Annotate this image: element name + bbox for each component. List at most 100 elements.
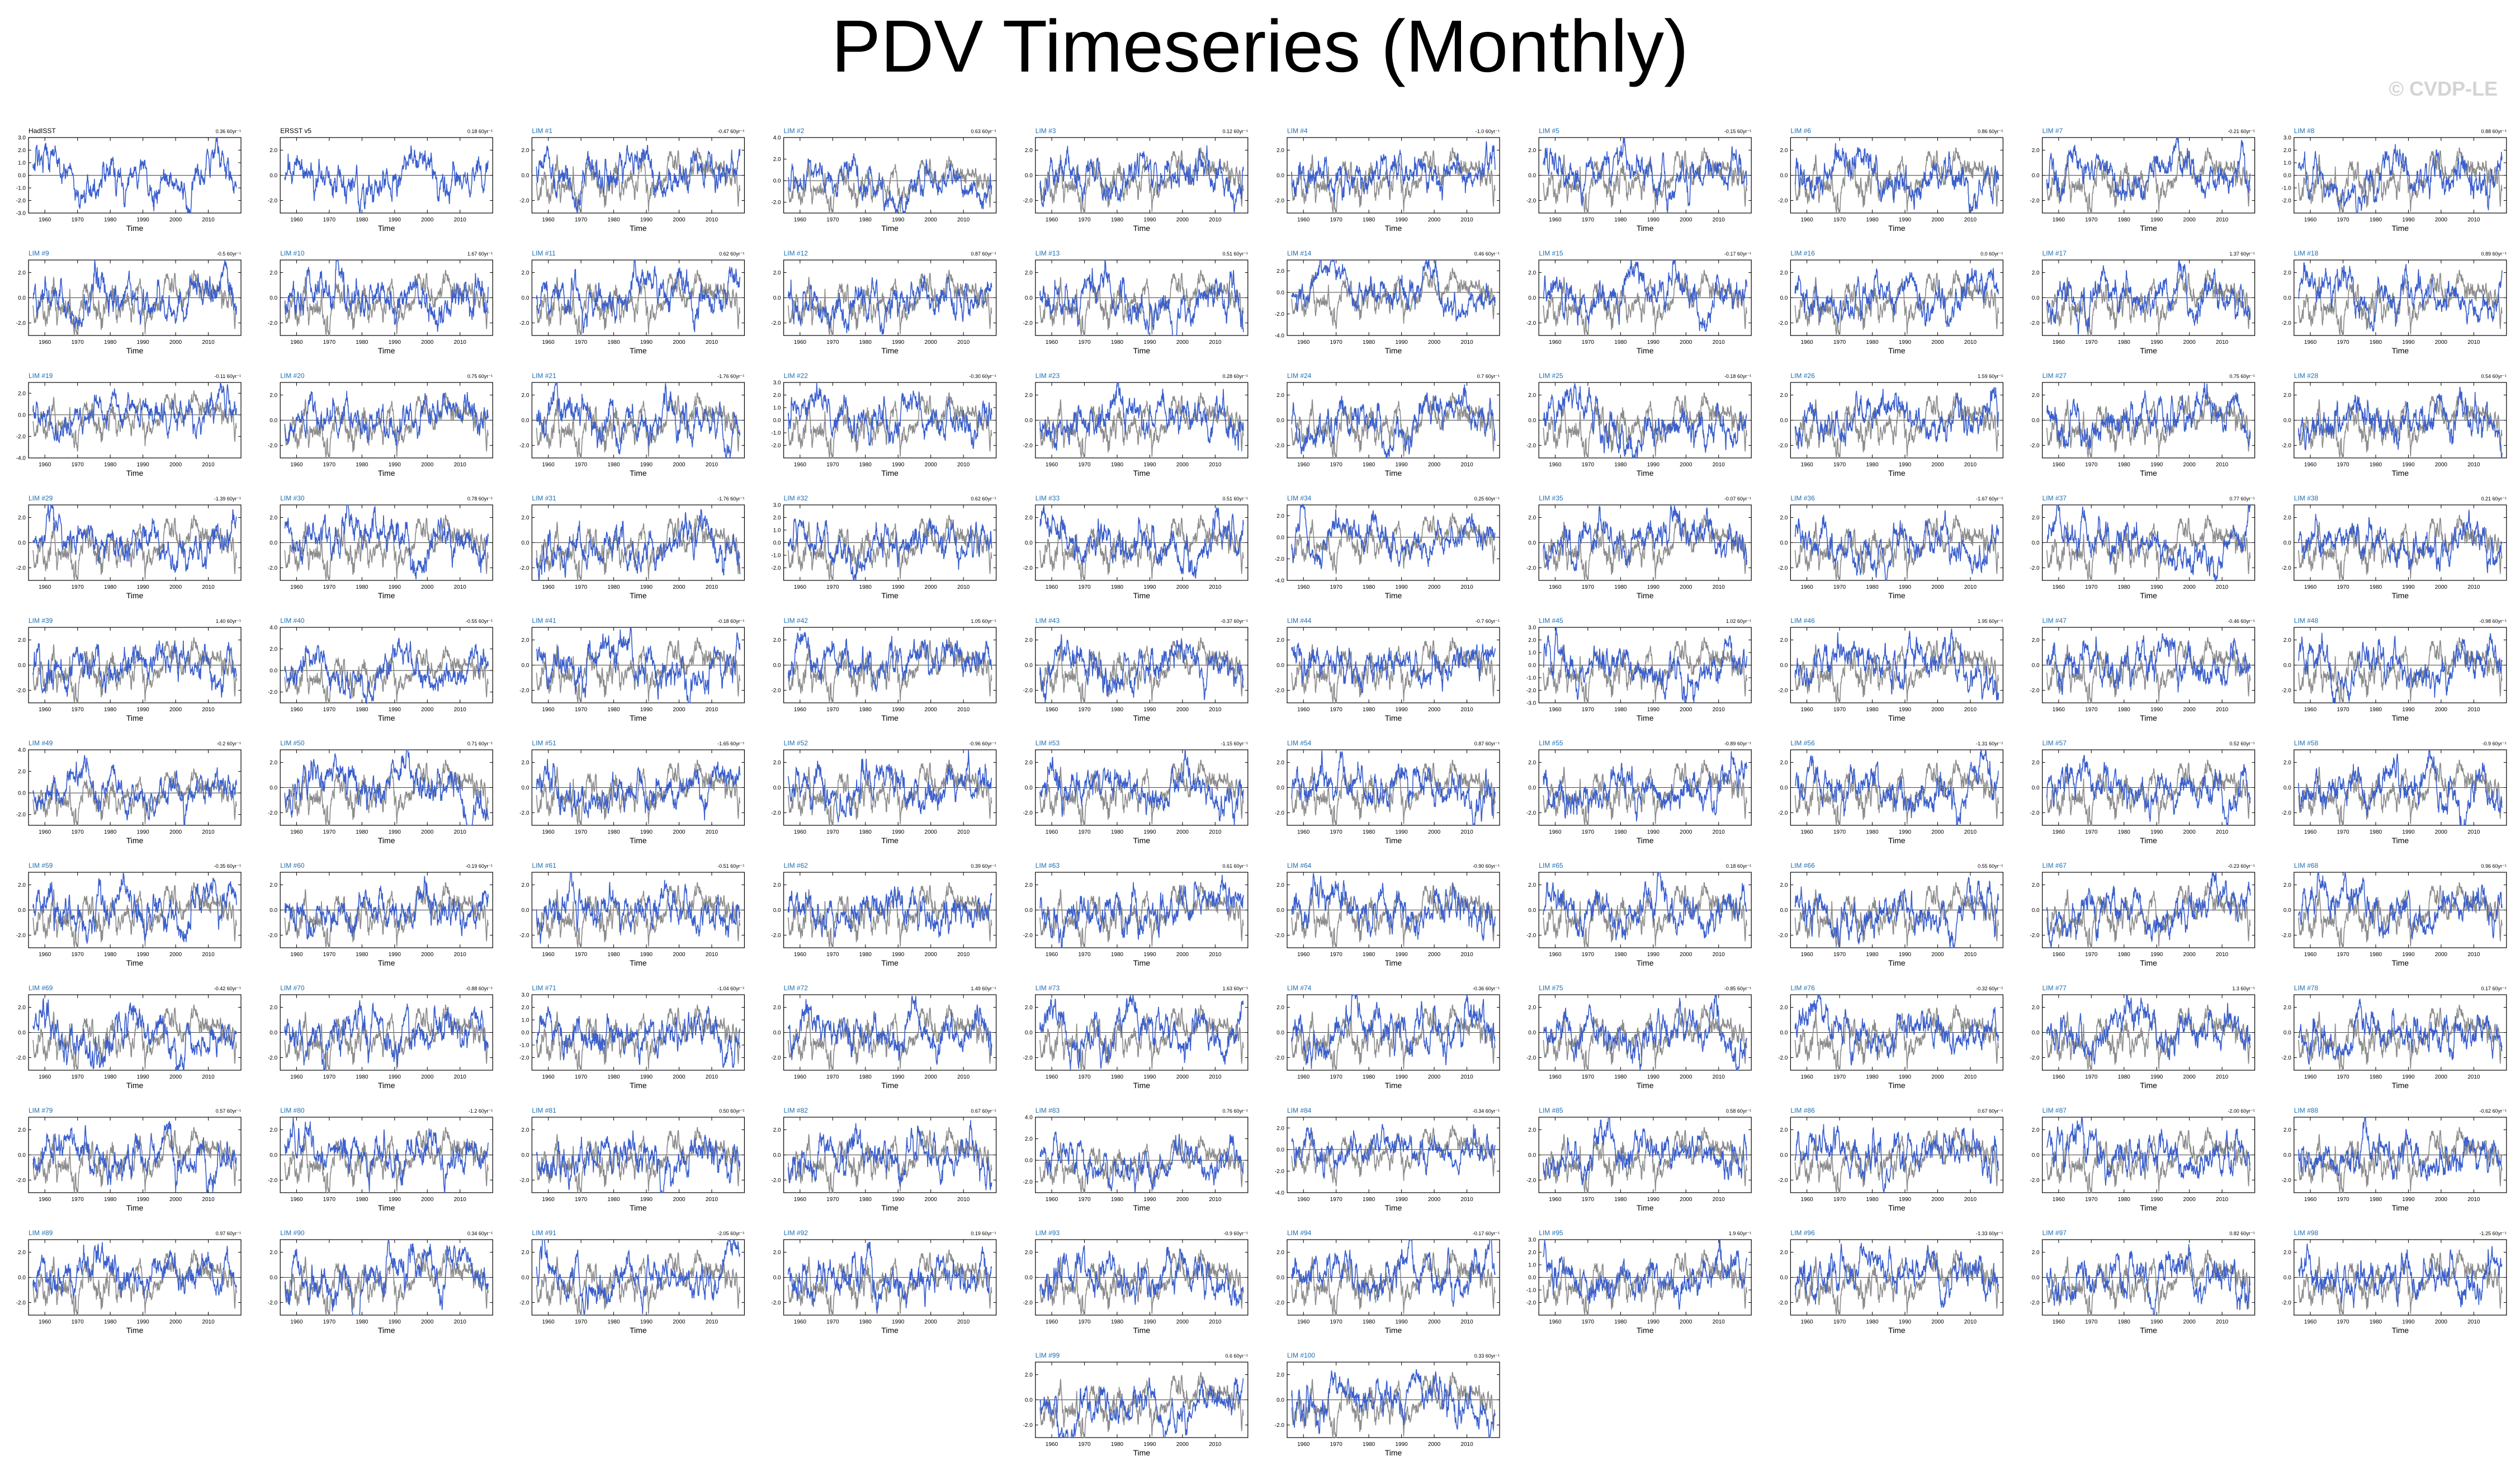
x-tick-label: 2000 bbox=[1680, 584, 1692, 590]
x-axis-label: Time bbox=[2392, 958, 2409, 967]
x-tick-label: 1990 bbox=[1647, 952, 1660, 958]
y-tick-label: 2.0 bbox=[1276, 1372, 1284, 1378]
panel-trend-label: -0.62 60yr⁻¹ bbox=[2480, 1108, 2507, 1114]
x-tick-label: 1980 bbox=[104, 1197, 117, 1203]
x-tick-label: 1970 bbox=[323, 829, 336, 835]
panel-title: LIM #19 bbox=[29, 372, 53, 380]
x-tick-label: 1970 bbox=[826, 952, 839, 958]
x-tick-label: 1980 bbox=[2370, 339, 2382, 346]
y-tick-label: -2.0 bbox=[1778, 198, 1788, 204]
x-axis-label: Time bbox=[1637, 836, 1654, 845]
x-tick-label: 1990 bbox=[1395, 217, 1408, 223]
x-axis-label: Time bbox=[630, 958, 647, 967]
x-tick-label: 2010 bbox=[957, 1074, 970, 1080]
panel-title: LIM #93 bbox=[1036, 1229, 1060, 1237]
x-tick-label: 1990 bbox=[1899, 1074, 1912, 1080]
x-tick-label: 1980 bbox=[2118, 1197, 2131, 1203]
x-tick-label: 2010 bbox=[202, 1319, 215, 1325]
y-tick-label: -1.0 bbox=[1526, 1288, 1536, 1294]
y-tick-label: 2.0 bbox=[18, 1127, 26, 1133]
x-tick-label: 1960 bbox=[1801, 952, 1814, 958]
y-tick-label: 0.0 bbox=[773, 418, 781, 424]
x-tick-label: 1980 bbox=[1614, 707, 1627, 713]
reference-series-line bbox=[1543, 1127, 1747, 1193]
x-axis-label: Time bbox=[881, 836, 899, 845]
x-tick-label: 2000 bbox=[925, 707, 938, 713]
x-tick-label: 1980 bbox=[104, 1319, 117, 1325]
y-tick-label: -2.0 bbox=[16, 320, 26, 327]
panel-trend-label: -0.34 60yr⁻¹ bbox=[1473, 1108, 1500, 1114]
member-series-line bbox=[1039, 1377, 1244, 1438]
panel-title: LIM #42 bbox=[784, 617, 809, 625]
x-tick-label: 2010 bbox=[1713, 1197, 1725, 1203]
x-tick-label: 1980 bbox=[1614, 829, 1627, 835]
x-tick-label: 1960 bbox=[39, 462, 51, 468]
y-tick-label: 0.0 bbox=[521, 540, 529, 546]
member-series-line bbox=[32, 504, 237, 573]
x-tick-label: 2000 bbox=[925, 584, 938, 590]
x-tick-label: 1970 bbox=[826, 1319, 839, 1325]
member-series-line bbox=[536, 509, 741, 581]
panel-hadisst: HadISST 0.36 60yr⁻¹3.02.01.00.0-1.0-2.0-3… bbox=[16, 127, 242, 233]
member-series-line bbox=[2046, 382, 2251, 450]
x-tick-label: 1990 bbox=[1143, 1197, 1156, 1203]
x-tick-label: 1960 bbox=[1549, 1074, 1562, 1080]
y-tick-label: 2.0 bbox=[1276, 148, 1284, 154]
x-axis-label: Time bbox=[378, 1081, 395, 1090]
y-tick-label: 2.0 bbox=[1528, 270, 1536, 276]
y-tick-label: -2.0 bbox=[2030, 443, 2040, 449]
y-tick-label: 2.0 bbox=[1780, 515, 1788, 521]
x-tick-label: 1980 bbox=[104, 829, 117, 835]
y-tick-label: -2.0 bbox=[1526, 1055, 1536, 1061]
y-tick-label: 2.0 bbox=[2283, 148, 2291, 154]
panel-title: LIM #60 bbox=[280, 862, 305, 869]
reference-series-line bbox=[32, 1004, 237, 1071]
y-tick-label: 2.0 bbox=[2032, 515, 2040, 521]
x-tick-label: 2000 bbox=[169, 1074, 182, 1080]
x-axis-label: Time bbox=[1133, 713, 1151, 722]
x-axis-label: Time bbox=[881, 713, 899, 722]
member-series-line bbox=[1039, 1245, 1244, 1306]
x-axis-label: Time bbox=[2140, 958, 2157, 967]
y-tick-label: 2.0 bbox=[521, 270, 529, 276]
member-series-line bbox=[2298, 262, 2503, 332]
y-tick-label: 3.0 bbox=[773, 380, 781, 386]
x-tick-label: 1960 bbox=[2304, 1319, 2317, 1325]
x-tick-label: 1990 bbox=[136, 1074, 149, 1080]
x-tick-label: 2010 bbox=[454, 1074, 467, 1080]
x-tick-label: 1970 bbox=[72, 462, 84, 468]
panel-trend-label: 0.28 60yr⁻¹ bbox=[1223, 374, 1248, 379]
panel-title: LIM #54 bbox=[1287, 739, 1312, 747]
x-tick-label: 1980 bbox=[859, 1197, 872, 1203]
x-tick-label: 2010 bbox=[1713, 1074, 1725, 1080]
panel-title: LIM #6 bbox=[1790, 127, 1811, 135]
x-tick-label: 1990 bbox=[1647, 339, 1660, 346]
x-tick-label: 2010 bbox=[1964, 584, 1977, 590]
y-tick-label: 0.0 bbox=[2032, 1152, 2040, 1159]
x-axis-label: Time bbox=[1133, 836, 1151, 845]
x-axis-label: Time bbox=[126, 958, 144, 967]
member-series-line bbox=[1291, 994, 1496, 1069]
y-tick-label: 0.0 bbox=[1528, 1030, 1536, 1036]
x-tick-label: 1970 bbox=[1078, 952, 1091, 958]
x-tick-label: 2010 bbox=[706, 462, 718, 468]
y-tick-label: -1.0 bbox=[771, 431, 781, 437]
x-tick-label: 1970 bbox=[1330, 952, 1343, 958]
member-series-line bbox=[1794, 876, 1999, 948]
y-tick-label: 0.0 bbox=[1276, 1397, 1284, 1403]
x-tick-label: 1960 bbox=[794, 1074, 807, 1080]
x-tick-label: 1970 bbox=[1582, 707, 1595, 713]
x-tick-label: 2010 bbox=[2467, 707, 2480, 713]
x-tick-label: 1970 bbox=[72, 1319, 84, 1325]
x-tick-label: 1990 bbox=[1395, 829, 1408, 835]
y-tick-label: 2.0 bbox=[2283, 515, 2291, 521]
x-axis-label: Time bbox=[1888, 958, 1906, 967]
member-series-line bbox=[1794, 1124, 1999, 1193]
